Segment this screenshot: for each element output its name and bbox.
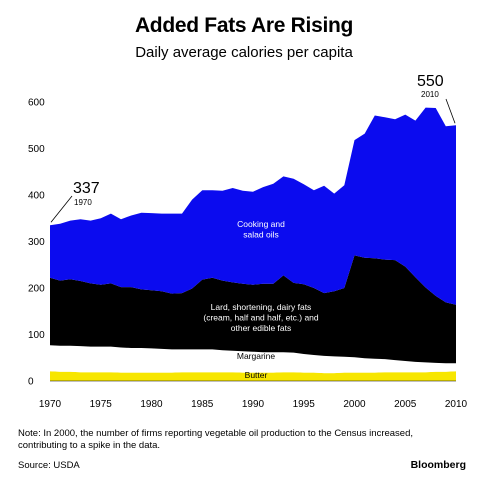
lard-shortening-area — [50, 255, 456, 364]
x-tick-label: 1980 — [140, 399, 163, 410]
series-label-butter: Butter — [245, 370, 268, 380]
cooking-oils-area — [50, 107, 456, 305]
y-tick-label: 0 — [28, 377, 34, 388]
x-tick-label: 1975 — [90, 399, 113, 410]
series-label-lard: Lard, shortening, dairy fats (cream, half… — [203, 302, 319, 333]
annotation-value-1970: 337 — [73, 180, 100, 197]
source-text: Source: USDA — [18, 460, 80, 471]
annotation-leader-2010 — [445, 98, 456, 124]
y-tick-label: 400 — [28, 191, 45, 202]
chart-subtitle: Daily average calories per capita — [135, 44, 353, 61]
y-tick-label: 600 — [28, 98, 45, 109]
footnote: Note: In 2000, the number of firms repor… — [18, 428, 414, 451]
series-label-oils: Cooking and salad oils — [237, 219, 285, 240]
margarine-area — [50, 345, 456, 374]
y-tick-label: 500 — [28, 144, 45, 155]
y-tick-label: 100 — [28, 330, 45, 341]
series-label-margarine: Margarine — [237, 351, 276, 361]
x-tick-label: 1970 — [39, 399, 62, 410]
bloomberg-logo: Bloomberg — [410, 459, 466, 471]
x-tick-label: 2005 — [394, 399, 417, 410]
x-tick-label: 1985 — [191, 399, 214, 410]
annotation-year-1970: 1970 — [74, 198, 92, 207]
x-tick-label: 2000 — [343, 399, 366, 410]
annotation-value-2010: 550 — [417, 73, 444, 90]
y-tick-label: 300 — [28, 237, 45, 248]
annotation-leader-1970 — [50, 195, 73, 223]
y-tick-label: 200 — [28, 284, 45, 295]
x-tick-label: 2010 — [445, 399, 468, 410]
annotation-year-2010: 2010 — [421, 90, 439, 99]
x-tick-label: 1995 — [293, 399, 316, 410]
x-tick-label: 1990 — [242, 399, 265, 410]
chart-title: Added Fats Are Rising — [134, 14, 354, 37]
butter-area — [50, 371, 456, 381]
